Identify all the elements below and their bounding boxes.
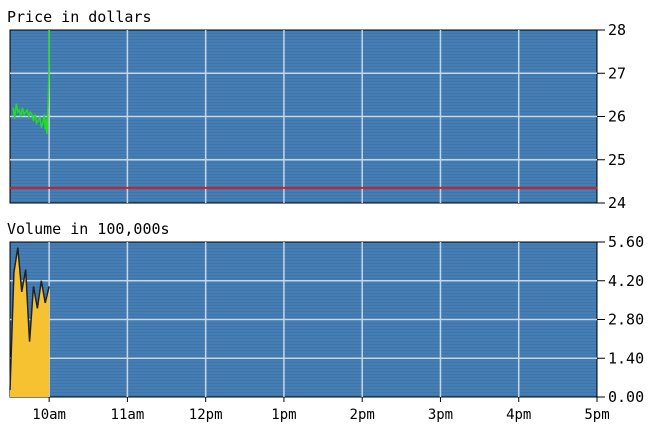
x-tick-label: 11am [111, 407, 145, 423]
price-y-axis: 28 27 26 25 24 [597, 21, 626, 212]
time-x-axis: 10am 11am 12pm 1pm 2pm 3pm 4pm 5pm [32, 397, 610, 423]
price-line [12, 30, 50, 134]
y-tick-label: 25 [608, 151, 626, 169]
x-tick-label: 10am [32, 407, 66, 423]
y-tick-label: 27 [608, 64, 626, 82]
x-tick-label: 5pm [584, 407, 609, 423]
volume-chart-title: Volume in 100,000s [7, 220, 170, 238]
volume-gridlines [10, 242, 597, 397]
volume-area-edge [9, 247, 50, 391]
price-series [12, 30, 50, 134]
x-tick-label: 3pm [428, 407, 453, 423]
x-tick-label: 12pm [189, 407, 223, 423]
x-tick-label: 1pm [271, 407, 296, 423]
volume-y-axis: 5.60 4.20 2.80 1.40 0.00 [597, 233, 644, 406]
volume-panel: Volume in 100,000s 5.604.202.801.400.00 … [7, 220, 644, 423]
x-tick-label: 2pm [350, 407, 375, 423]
y-tick-label: 5.60 [608, 233, 644, 251]
y-tick-label: 24 [608, 194, 626, 212]
y-tick-label: 0.00 [608, 388, 644, 406]
y-tick-label: 2.80 [608, 311, 644, 329]
volume-series [9, 247, 50, 397]
y-tick-label: 1.40 [608, 349, 644, 367]
volume-area [10, 247, 50, 397]
y-tick-label: 26 [608, 108, 626, 126]
y-tick-label: 4.20 [608, 272, 644, 290]
price-panel: Price in dollars 28 27 26 25 24 [7, 8, 626, 212]
price-gridlines [10, 30, 597, 203]
y-tick-label: 28 [608, 21, 626, 39]
x-tick-label: 4pm [506, 407, 531, 423]
price-chart-title: Price in dollars [7, 8, 152, 26]
